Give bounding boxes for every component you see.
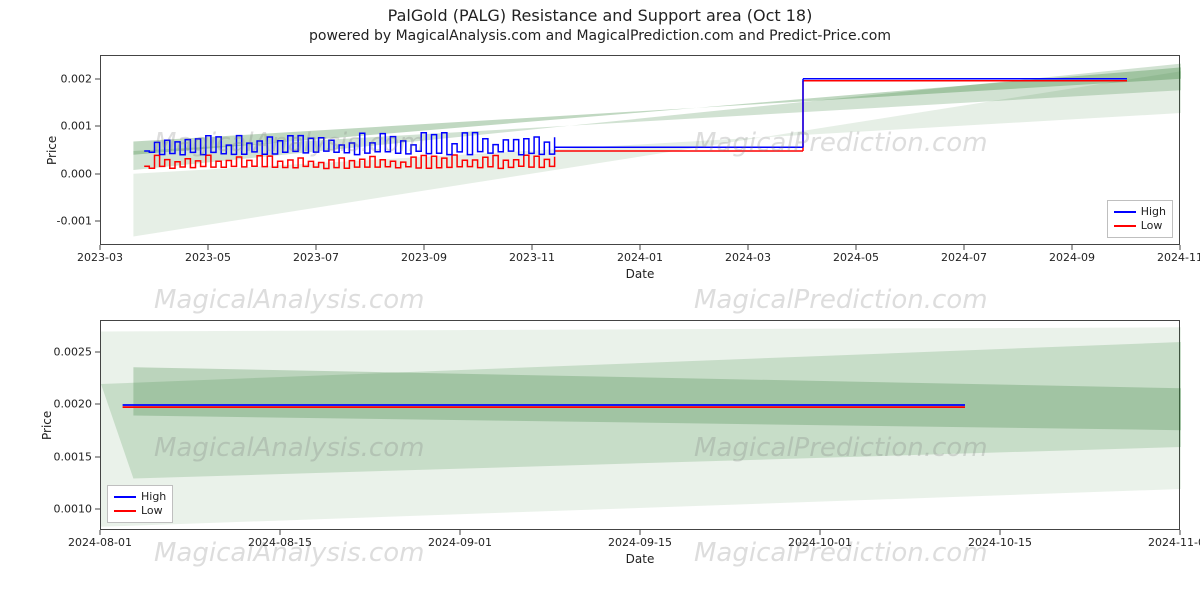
legend-item: High <box>114 490 166 504</box>
chart-title: PalGold (PALG) Resistance and Support ar… <box>0 6 1200 25</box>
x-tick-label: 2023-05 <box>185 251 231 264</box>
x-tick-label: 2023-09 <box>401 251 447 264</box>
chart-subtitle: powered by MagicalAnalysis.com and Magic… <box>0 28 1200 44</box>
series-line <box>144 155 554 169</box>
x-tick-label: 2024-08-15 <box>248 536 312 549</box>
y-tick-mark <box>95 78 100 79</box>
figure: PalGold (PALG) Resistance and Support ar… <box>0 0 1200 600</box>
x-tick-label: 2024-10-15 <box>968 536 1032 549</box>
x-tick-mark <box>964 245 965 250</box>
x-tick-label: 2024-09-01 <box>428 536 492 549</box>
watermark-text: MagicalAnalysis.com <box>154 285 424 315</box>
legend-label: High <box>141 490 166 504</box>
y-tick-mark <box>95 509 100 510</box>
x-tick-mark <box>1000 530 1001 535</box>
bottom-chart-panel: HighLow <box>100 320 1180 530</box>
legend-label: Low <box>1141 219 1163 233</box>
y-tick-label: 0.0010 <box>42 503 92 516</box>
bottom-legend: HighLow <box>107 485 173 523</box>
top-chart-panel: HighLow <box>100 55 1180 245</box>
watermark-text: MagicalPrediction.com <box>694 285 988 315</box>
y-tick-label: 0.002 <box>42 72 92 85</box>
y-tick-label: -0.001 <box>42 215 92 228</box>
legend-swatch <box>1114 211 1136 213</box>
y-tick-mark <box>95 404 100 405</box>
x-tick-label: 2024-11-01 <box>1148 536 1200 549</box>
top-legend: HighLow <box>1107 200 1173 238</box>
x-tick-label: 2024-03 <box>725 251 771 264</box>
legend-item: High <box>1114 205 1166 219</box>
y-tick-label: 0.0015 <box>42 450 92 463</box>
bottom-x-axis-label: Date <box>100 552 1180 566</box>
y-tick-label: 0.0020 <box>42 398 92 411</box>
legend-swatch <box>114 496 136 498</box>
legend-label: Low <box>141 504 163 518</box>
y-tick-label: 0.0025 <box>42 345 92 358</box>
x-tick-label: 2024-11 <box>1157 251 1200 264</box>
top-chart-svg <box>101 56 1181 246</box>
x-tick-mark <box>640 530 641 535</box>
y-tick-label: 0.000 <box>42 167 92 180</box>
x-tick-mark <box>424 245 425 250</box>
x-tick-label: 2023-03 <box>77 251 123 264</box>
x-tick-mark <box>280 530 281 535</box>
top-x-axis-label: Date <box>100 267 1180 281</box>
x-tick-label: 2023-07 <box>293 251 339 264</box>
y-tick-mark <box>95 126 100 127</box>
x-tick-label: 2024-09-15 <box>608 536 672 549</box>
x-tick-mark <box>532 245 533 250</box>
x-tick-mark <box>316 245 317 250</box>
x-tick-label: 2024-08-01 <box>68 536 132 549</box>
bottom-chart-svg <box>101 321 1181 531</box>
x-tick-label: 2024-01 <box>617 251 663 264</box>
y-tick-mark <box>95 221 100 222</box>
x-tick-mark <box>856 245 857 250</box>
y-tick-mark <box>95 456 100 457</box>
x-tick-mark <box>1072 245 1073 250</box>
legend-item: Low <box>114 504 166 518</box>
x-tick-mark <box>460 530 461 535</box>
x-tick-mark <box>208 245 209 250</box>
top-y-axis-label: Price <box>45 136 59 165</box>
legend-label: High <box>1141 205 1166 219</box>
x-tick-label: 2024-09 <box>1049 251 1095 264</box>
x-tick-label: 2023-11 <box>509 251 555 264</box>
x-tick-label: 2024-10-01 <box>788 536 852 549</box>
y-tick-mark <box>95 351 100 352</box>
legend-swatch <box>1114 225 1136 227</box>
x-tick-mark <box>1180 530 1181 535</box>
x-tick-label: 2024-05 <box>833 251 879 264</box>
x-tick-mark <box>1180 245 1181 250</box>
x-tick-mark <box>100 530 101 535</box>
x-tick-mark <box>748 245 749 250</box>
x-tick-mark <box>100 245 101 250</box>
x-tick-label: 2024-07 <box>941 251 987 264</box>
x-tick-mark <box>820 530 821 535</box>
y-tick-mark <box>95 173 100 174</box>
bottom-y-axis-label: Price <box>40 411 54 440</box>
legend-swatch <box>114 510 136 512</box>
x-tick-mark <box>640 245 641 250</box>
y-tick-label: 0.001 <box>42 120 92 133</box>
legend-item: Low <box>1114 219 1166 233</box>
